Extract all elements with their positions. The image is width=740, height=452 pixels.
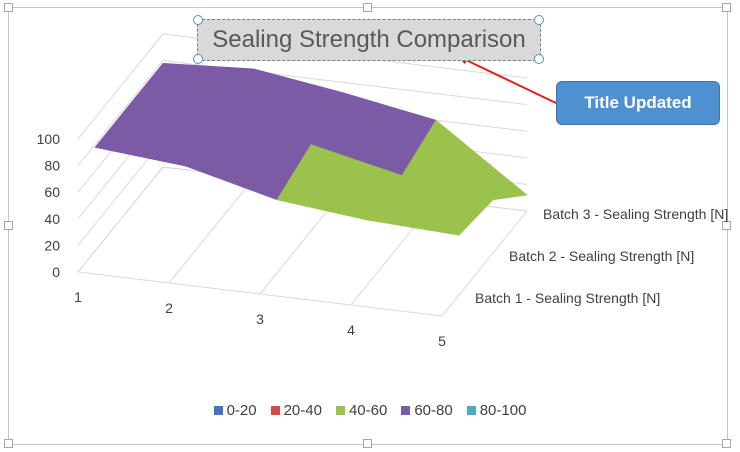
y-tick-label: 60	[44, 184, 60, 200]
series-label: Batch 1 - Sealing Strength [N]	[475, 290, 660, 306]
callout-arrow-line	[465, 59, 557, 104]
legend-swatch	[335, 405, 345, 415]
resize-handle-bottom-right[interactable]	[722, 439, 731, 448]
chart-area[interactable]	[4, 3, 731, 448]
x-tick-label: 3	[256, 311, 264, 327]
legend-label: 80-100	[479, 401, 527, 419]
floor-gridline	[77, 166, 164, 273]
x-tick-label: 2	[165, 300, 173, 316]
y-tick-label: 20	[44, 237, 60, 253]
series-label: Batch 3 - Sealing Strength [N]	[543, 206, 728, 222]
legend-swatch	[213, 405, 223, 415]
side-wall-gridline	[77, 33, 164, 140]
legend-item: 20-40	[270, 400, 322, 420]
x-tick-label: 5	[438, 333, 446, 349]
legend-label: 0-20	[226, 401, 257, 419]
chart-title[interactable]: Sealing Strength Comparison	[212, 26, 526, 53]
series-label: Batch 2 - Sealing Strength [N]	[509, 248, 694, 264]
resize-handle-bottom-left[interactable]	[4, 439, 13, 448]
side-wall-gridline	[77, 60, 164, 166]
resize-handle-right[interactable]	[722, 221, 731, 230]
legend-label: 40-60	[348, 401, 388, 419]
title-handle-bottom-left[interactable]	[193, 54, 203, 64]
legend-label: 20-40	[283, 401, 322, 419]
y-tick-label: 80	[44, 158, 60, 174]
chart-labels: 0 20 40 60 80 100 1 2 3 4 5 Batch 1 - Sealing Stren…	[37, 131, 729, 349]
chart-surface	[94, 62, 528, 236]
legend-item: 40-60	[335, 400, 388, 420]
resize-handle-top-right[interactable]	[722, 3, 731, 12]
legend-swatch	[270, 405, 280, 415]
legend-swatch	[401, 405, 411, 415]
x-tick-label: 4	[347, 322, 355, 338]
x-tick-label: 1	[74, 289, 82, 305]
title-handle-bottom-right[interactable]	[534, 54, 544, 64]
resize-handle-bottom[interactable]	[363, 439, 372, 448]
legend-label: 60-80	[414, 401, 453, 419]
title-handle-top-left[interactable]	[193, 15, 203, 25]
y-tick-label: 0	[52, 264, 60, 280]
chart-title-box[interactable]: Sealing Strength Comparison	[193, 15, 544, 64]
legend-swatch	[466, 405, 476, 415]
surface-patch	[367, 175, 494, 236]
y-tick-label: 100	[37, 131, 61, 147]
legend-item: 60-80	[401, 400, 453, 420]
title-updated-callout: Title Updated	[556, 81, 720, 125]
floor-edge	[77, 271, 443, 317]
resize-handle-top-left[interactable]	[4, 3, 13, 12]
legend-item: 80-100	[466, 400, 527, 420]
floor-gridline	[168, 177, 255, 284]
chart-legend: 0-20 20-40 40-60 60-80 80-100	[0, 400, 740, 420]
resize-handle-top[interactable]	[363, 3, 372, 12]
title-handle-top-right[interactable]	[534, 15, 544, 25]
floor-gridline	[441, 210, 528, 317]
y-tick-label: 40	[44, 211, 60, 227]
legend-item: 0-20	[213, 400, 257, 420]
resize-handle-left[interactable]	[4, 221, 13, 230]
